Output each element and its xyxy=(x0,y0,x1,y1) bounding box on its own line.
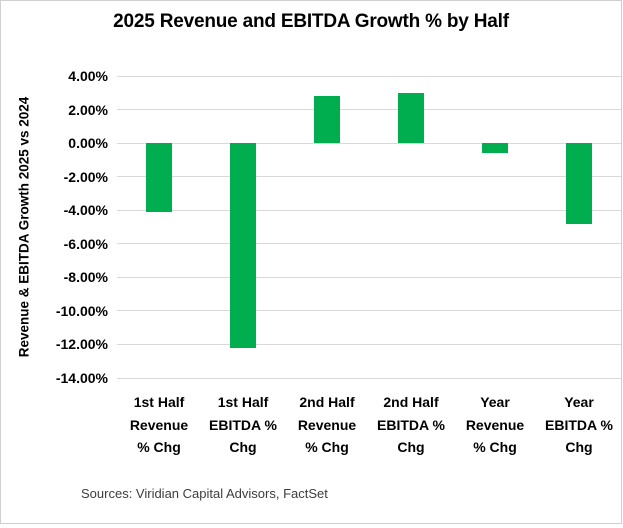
bar-2nd-half-revenue-chg xyxy=(314,96,340,144)
y-tick-label-2.00%: 2.00% xyxy=(68,101,108,118)
y-tick-label-4.00%: 4.00% xyxy=(68,68,108,84)
gridline--2pct xyxy=(117,176,621,178)
x-tick-label-line: Chg xyxy=(565,439,593,455)
gridline-4pct xyxy=(117,75,621,77)
x-tick-label-year-revenue-chg: Year Revenue % Chg xyxy=(453,391,537,459)
gridline--8pct xyxy=(117,276,621,278)
gridline--10pct xyxy=(117,310,621,312)
y-tick-label--6.00%: -6.00% xyxy=(63,235,108,252)
bar-year-ebitda-chg xyxy=(566,143,592,224)
source-note: Sources: Viridian Capital Advisors, Fact… xyxy=(81,486,328,501)
x-tick-label-line: Year xyxy=(480,394,510,410)
x-tick-label-line: % Chg xyxy=(473,439,517,455)
x-tick-label-line: Year xyxy=(564,394,594,410)
x-axis-category-labels: 1st Half Revenue% Chg 1st Half EBITDA % Chg 2… xyxy=(117,391,621,459)
x-tick-label-line: 2nd Half xyxy=(383,394,439,410)
x-tick-label-1st-half-ebitda-chg: 1st Half EBITDA % Chg xyxy=(201,391,285,459)
x-tick-label-2nd-half-revenue-chg: 2nd Half Revenue % Chg xyxy=(285,391,369,459)
y-tick-label-0.00%: 0.00% xyxy=(68,135,108,152)
bar-1st-half-revenue-chg xyxy=(146,143,172,212)
x-tick-label-line: EBITDA % xyxy=(377,416,445,433)
y-tick-label--2.00%: -2.00% xyxy=(63,168,108,185)
gridline--4pct xyxy=(117,209,621,211)
y-tick-label--8.00%: -8.00% xyxy=(63,269,108,286)
x-tick-label-line: Revenue xyxy=(465,416,525,433)
gridline--12pct xyxy=(117,343,621,345)
x-tick-label-line: EBITDA % xyxy=(545,416,613,433)
bar-2nd-half-ebitda-chg xyxy=(398,92,424,144)
x-tick-label-line: 2nd Half xyxy=(299,394,355,410)
x-tick-label-line: % Chg xyxy=(305,439,349,455)
y-tick-label--14.00%: -14.00% xyxy=(55,370,108,386)
x-tick-label-line: % Chg xyxy=(137,439,181,455)
gridline--14pct xyxy=(117,377,621,379)
x-tick-label-line: Chg xyxy=(229,439,257,455)
x-tick-label-2nd-half-ebitda-chg: 2nd Half EBITDA % Chg xyxy=(369,391,453,459)
bar-year-revenue-chg xyxy=(482,143,508,154)
x-tick-label-line: 1st Half xyxy=(217,394,269,410)
gridline--6pct xyxy=(117,243,621,245)
y-tick-label--10.00%: -10.00% xyxy=(55,302,108,319)
x-tick-label-year-ebitda-chg: Year EBITDA % Chg xyxy=(537,391,621,459)
gridline-0pct xyxy=(117,142,621,144)
x-tick-label-1st-half-revenue-chg: 1st Half Revenue % Chg xyxy=(117,391,201,459)
y-tick-label--4.00%: -4.00% xyxy=(63,202,108,219)
x-tick-label-line: Chg xyxy=(397,439,425,455)
chart-title: 2025 Revenue and EBITDA Growth % by Half xyxy=(113,11,509,32)
gridline-2pct xyxy=(117,109,621,111)
y-axis-title: Revenue & EBITDA Growth 2025 vs 2024 xyxy=(11,76,37,378)
plot-area xyxy=(117,75,621,379)
x-tick-label-line: Revenue xyxy=(297,416,357,433)
x-tick-label-line: EBITDA % xyxy=(209,416,277,433)
y-tick-label--12.00%: -12.00% xyxy=(55,336,108,353)
bar-1st-half-ebitda-chg xyxy=(230,143,256,348)
y-axis-title-text: Revenue & EBITDA Growth 2025 vs 2024 xyxy=(16,96,32,358)
x-tick-label-line: 1st Half xyxy=(133,394,185,410)
x-tick-label-line: Revenue xyxy=(129,416,189,433)
